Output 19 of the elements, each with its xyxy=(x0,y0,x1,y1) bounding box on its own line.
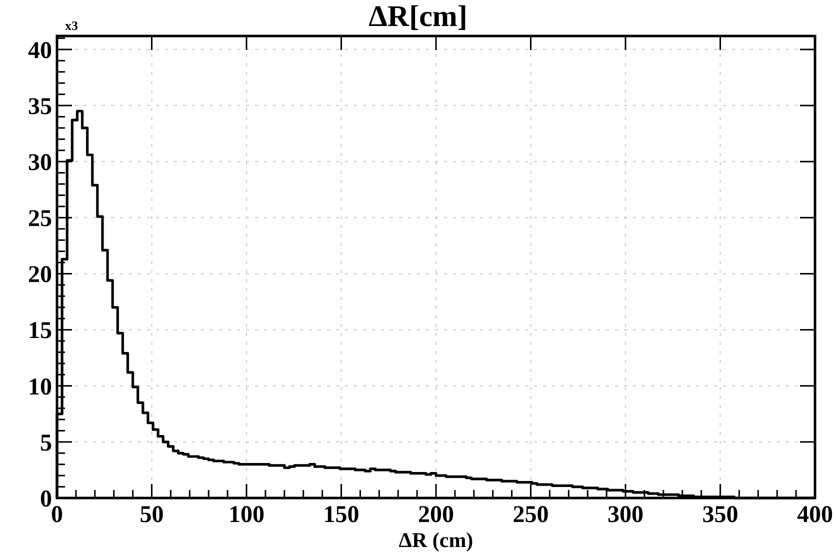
y-tick-label: 5 xyxy=(40,430,52,456)
y-tick-label: 40 xyxy=(28,38,52,64)
x-tick-label: 400 xyxy=(797,502,833,528)
x-tick-label: 300 xyxy=(608,502,644,528)
x-axis-title: ΔR (cm) xyxy=(398,528,474,552)
x-tick-label: 50 xyxy=(140,502,164,528)
y-tick-label: 30 xyxy=(28,150,52,176)
y-tick-label: 25 xyxy=(28,206,52,232)
y-tick-label: 35 xyxy=(28,94,52,120)
x-tick-label: 150 xyxy=(323,502,360,528)
x-tick-label: 200 xyxy=(418,502,454,528)
x-tick-label: 100 xyxy=(228,502,264,528)
y-tick-label: 20 xyxy=(28,262,52,288)
x-tick-label: 350 xyxy=(702,502,738,528)
y-tick-label: 15 xyxy=(28,318,52,344)
x-tick-label: 250 xyxy=(512,502,549,528)
chart-title: ΔR[cm] xyxy=(368,0,468,33)
text: x3 xyxy=(65,18,78,33)
y-tick-label: 10 xyxy=(28,374,52,400)
